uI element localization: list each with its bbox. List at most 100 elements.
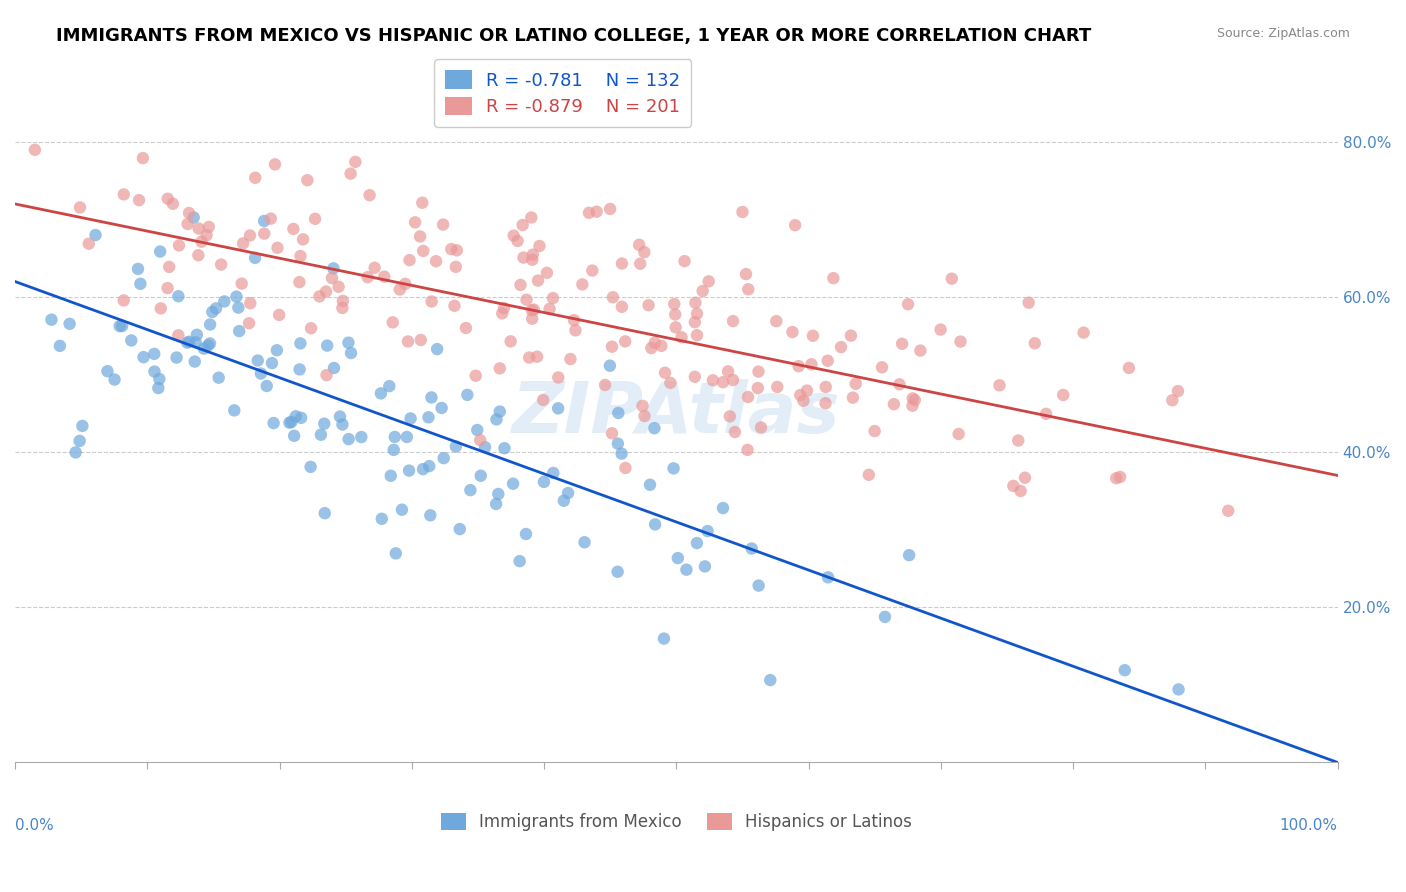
Point: [643, 421, 665, 435]
Point: [741, 541, 763, 556]
Point: [523, 302, 546, 317]
Point: [491, 306, 513, 320]
Point: [449, 522, 471, 536]
Point: [266, 241, 288, 255]
Point: [789, 388, 811, 402]
Point: [607, 406, 630, 420]
Point: [127, 261, 149, 276]
Legend: R = -0.781    N = 132, R = -0.879    N = 201: R = -0.781 N = 132, R = -0.879 N = 201: [434, 60, 692, 127]
Point: [288, 275, 311, 289]
Point: [465, 423, 488, 437]
Point: [502, 476, 524, 491]
Point: [1161, 393, 1184, 408]
Point: [24, 143, 46, 157]
Point: [314, 417, 336, 431]
Point: [96, 364, 118, 378]
Point: [492, 301, 515, 315]
Point: [1105, 471, 1128, 485]
Point: [538, 301, 561, 316]
Point: [329, 409, 352, 424]
Point: [536, 266, 558, 280]
Point: [817, 353, 839, 368]
Point: [112, 293, 135, 308]
Point: [323, 361, 346, 376]
Point: [304, 211, 326, 226]
Point: [671, 330, 693, 344]
Point: [388, 283, 411, 297]
Point: [193, 342, 215, 356]
Point: [340, 346, 363, 360]
Point: [897, 297, 920, 311]
Point: [664, 308, 686, 322]
Point: [339, 167, 361, 181]
Point: [176, 217, 198, 231]
Point: [446, 244, 468, 258]
Point: [759, 673, 782, 687]
Point: [385, 546, 408, 560]
Point: [239, 296, 262, 310]
Point: [373, 269, 395, 284]
Point: [283, 222, 305, 236]
Point: [631, 399, 654, 413]
Point: [547, 370, 569, 384]
Point: [665, 320, 688, 334]
Point: [198, 318, 221, 332]
Point: [863, 424, 886, 438]
Point: [370, 386, 392, 401]
Point: [391, 502, 413, 516]
Point: [409, 229, 432, 244]
Point: [322, 261, 344, 276]
Point: [380, 468, 402, 483]
Point: [250, 367, 273, 381]
Point: [889, 377, 911, 392]
Text: ZIPAtlas: ZIPAtlas: [512, 379, 841, 448]
Point: [321, 271, 343, 285]
Point: [659, 376, 682, 390]
Point: [205, 301, 228, 316]
Point: [488, 404, 510, 418]
Point: [571, 277, 593, 292]
Point: [839, 328, 862, 343]
Point: [845, 376, 868, 391]
Point: [718, 409, 741, 424]
Point: [143, 347, 166, 361]
Point: [167, 289, 190, 303]
Point: [284, 409, 307, 424]
Point: [610, 256, 633, 270]
Point: [506, 234, 529, 248]
Point: [283, 429, 305, 443]
Point: [830, 340, 852, 354]
Point: [149, 301, 172, 316]
Point: [440, 242, 463, 256]
Point: [873, 610, 896, 624]
Point: [735, 267, 758, 281]
Point: [166, 351, 188, 365]
Point: [638, 477, 661, 491]
Point: [988, 378, 1011, 392]
Point: [132, 151, 155, 165]
Point: [801, 328, 824, 343]
Point: [1167, 384, 1189, 398]
Point: [557, 486, 579, 500]
Point: [269, 308, 291, 322]
Text: IMMIGRANTS FROM MEXICO VS HISPANIC OR LATINO COLLEGE, 1 YEAR OR MORE CORRELATION: IMMIGRANTS FROM MEXICO VS HISPANIC OR LA…: [56, 27, 1091, 45]
Point: [502, 228, 524, 243]
Point: [842, 391, 865, 405]
Point: [782, 325, 804, 339]
Point: [541, 291, 564, 305]
Point: [520, 211, 543, 225]
Point: [711, 501, 734, 516]
Point: [578, 206, 600, 220]
Point: [187, 221, 209, 235]
Point: [418, 459, 440, 474]
Point: [929, 322, 952, 336]
Point: [350, 430, 373, 444]
Point: [522, 247, 544, 261]
Point: [1118, 360, 1140, 375]
Point: [208, 370, 231, 384]
Point: [419, 508, 441, 523]
Point: [737, 282, 759, 296]
Point: [562, 313, 585, 327]
Point: [308, 289, 330, 303]
Point: [1218, 504, 1240, 518]
